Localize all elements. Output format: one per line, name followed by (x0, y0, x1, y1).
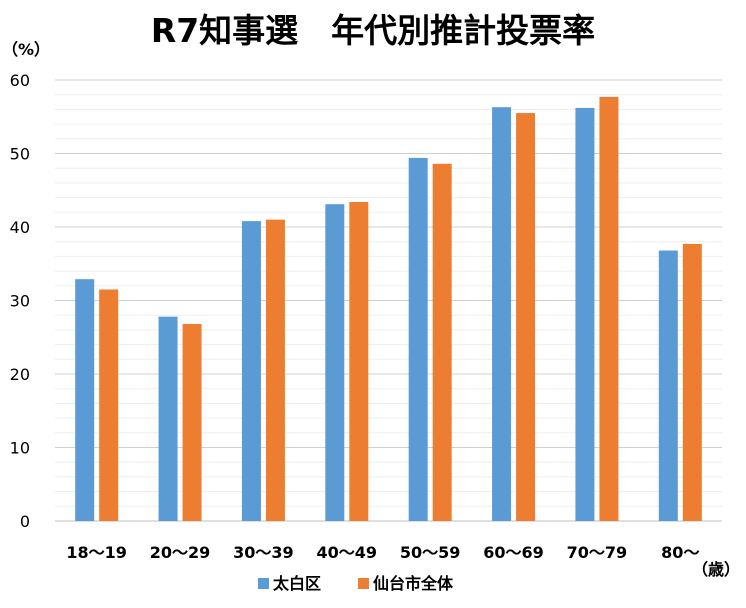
x-tick-label: 50～59 (400, 543, 461, 562)
legend-swatch (258, 578, 269, 589)
bar-sendai-5 (516, 113, 536, 521)
x-tick-label: 70～79 (567, 543, 628, 562)
bar-taihaku-3 (325, 204, 345, 521)
legend: 太白区 仙台市全体 (258, 574, 454, 593)
axes: 0 10 20 30 40 50 60 18～19 20～29 30～39 40～49 50～59 60… (10, 71, 722, 562)
bar-sendai-7 (682, 243, 702, 521)
x-tick-label: 60～69 (483, 543, 544, 562)
y-tick-label: 50 (10, 145, 30, 164)
bar-taihaku-2 (241, 221, 261, 521)
x-tick-label: 30～39 (233, 543, 294, 562)
legend-swatch (358, 578, 369, 589)
y-tick-label: 60 (10, 71, 30, 90)
bar-taihaku-1 (158, 316, 178, 521)
y-tick-label: 40 (10, 218, 30, 237)
x-axis-unit-label: （歳） (692, 560, 740, 579)
x-tick-label: 40～49 (317, 543, 378, 562)
bar-sendai-2 (265, 219, 285, 521)
x-tick-label: 20～29 (150, 543, 211, 562)
y-tick-label: 0 (20, 512, 30, 531)
legend-label: 太白区 (272, 574, 321, 593)
chart-title: R7知事選 年代別推計投票率 (151, 11, 595, 50)
y-tick-label: 30 (10, 292, 30, 311)
bar-taihaku-6 (575, 107, 595, 522)
bar-taihaku-7 (658, 250, 678, 521)
bar-sendai-3 (349, 202, 369, 521)
x-tick-label: 18～19 (66, 543, 127, 562)
bar-sendai-0 (99, 289, 119, 521)
bar-taihaku-4 (408, 157, 428, 521)
y-tick-label: 10 (10, 439, 30, 458)
legend-label: 仙台市全体 (373, 574, 454, 593)
bar-sendai-1 (182, 324, 202, 521)
grid-lines (55, 79, 722, 507)
y-axis-unit-label: （%） (2, 40, 50, 59)
bar-taihaku-5 (492, 107, 512, 521)
bar-taihaku-0 (75, 279, 95, 521)
bar-sendai-4 (432, 163, 452, 522)
bar-sendai-6 (599, 96, 619, 521)
y-tick-label: 20 (10, 365, 30, 384)
bars (75, 96, 702, 522)
x-tick-label: 80～ (661, 543, 699, 562)
